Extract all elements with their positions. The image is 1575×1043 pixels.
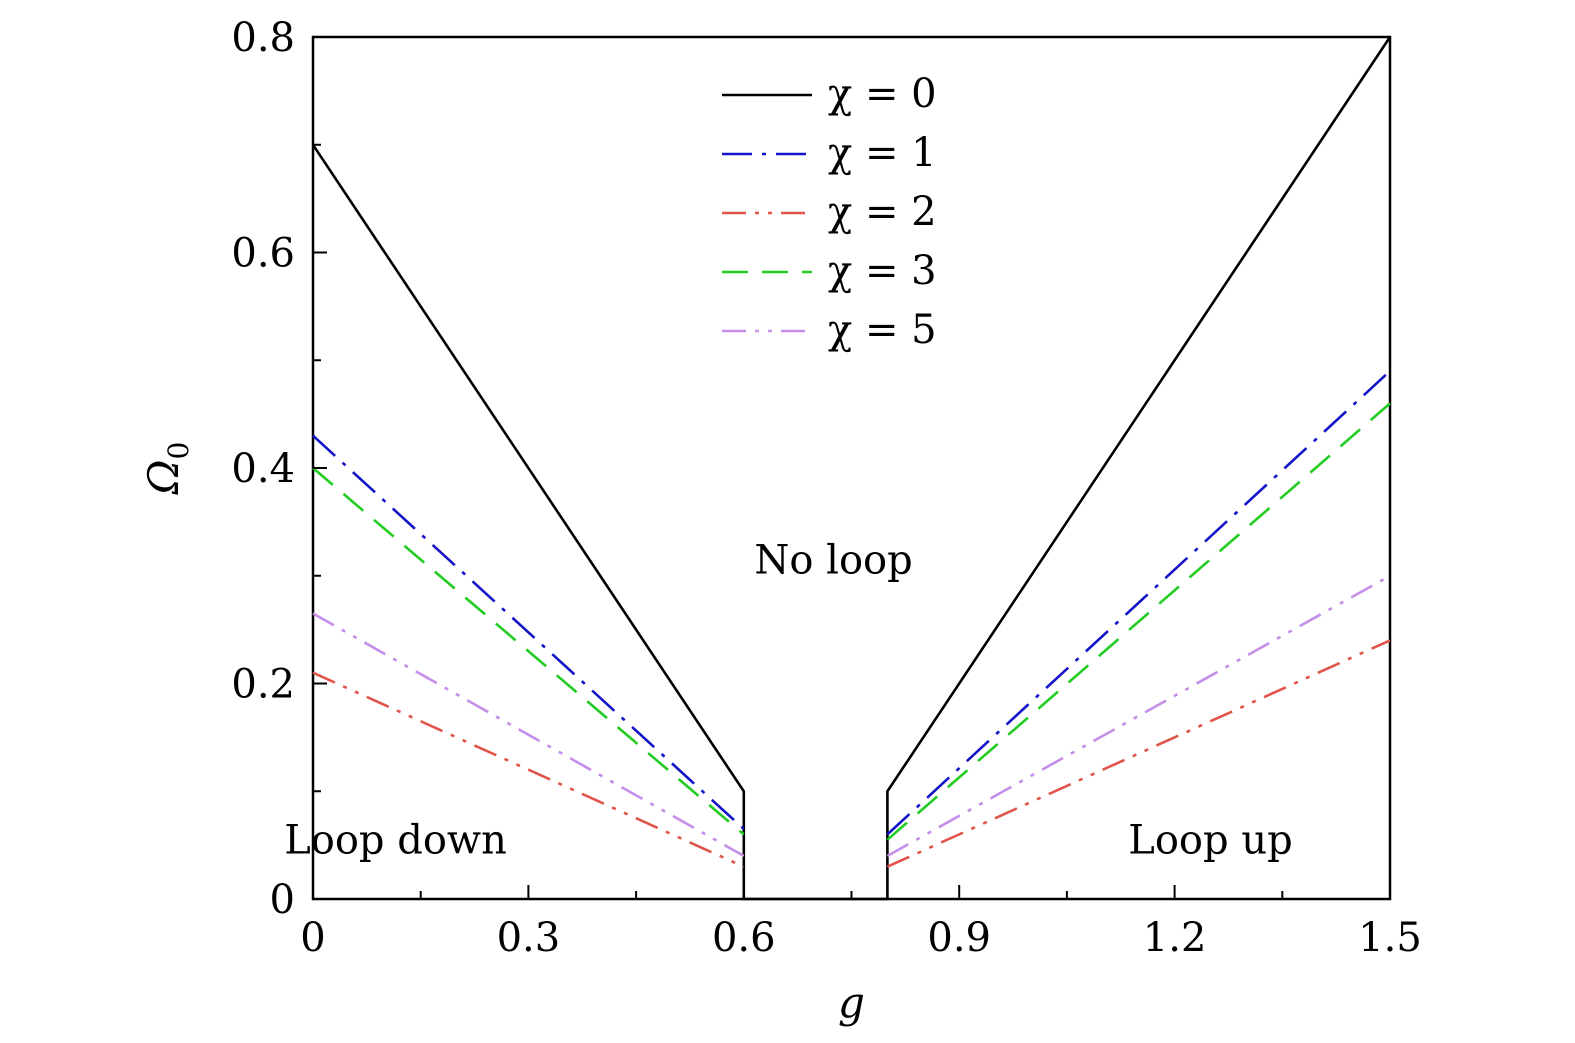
series-line-2-segment-0 (312, 671, 745, 868)
series-line-3-segment-1 (886, 402, 1391, 841)
y-axis-label: Ω0 (139, 442, 195, 496)
y-tick-label: 0.2 (231, 662, 295, 708)
series-line-3-segment-0 (312, 467, 745, 836)
axis-labels: g Ω0 (139, 442, 865, 1027)
series-line-2-segment-1 (886, 639, 1391, 868)
x-tick-label: 0 (300, 915, 325, 961)
series-line-1-segment-1 (886, 370, 1391, 836)
y-tick-label: 0.6 (231, 231, 295, 277)
annotation-layer: No loop Loop down Loop up (284, 538, 1293, 864)
y-tick-label: 0.8 (231, 15, 295, 61)
series-line-4-segment-0 (312, 612, 745, 858)
x-tick-label: 0.6 (712, 915, 776, 961)
x-tick-label: 1.5 (1358, 915, 1422, 961)
legend-label: χ = 2 (828, 189, 937, 235)
x-tick-label: 1.2 (1143, 915, 1207, 961)
legend-label: χ = 1 (828, 130, 937, 176)
x-tick-label: 0.3 (497, 915, 561, 961)
region-label: No loop (754, 538, 912, 584)
legend: χ = 0 χ = 1 χ = 2 χ = 3 χ = 5 (722, 71, 937, 353)
y-tick-label: 0 (270, 877, 295, 923)
y-axis-label-subscript: 0 (162, 442, 195, 460)
x-axis-label: g (838, 978, 865, 1027)
series-line-0-segment-0 (311, 36, 1392, 901)
y-tick-label: 0.4 (231, 446, 295, 492)
series-line-1-segment-0 (312, 434, 745, 830)
legend-label: χ = 0 (828, 71, 937, 117)
series-line-4-segment-1 (886, 574, 1391, 858)
region-label: Loop up (1128, 818, 1292, 864)
legend-label: χ = 5 (828, 307, 937, 353)
ticks-layer: 0 0.3 0.6 0.9 1.2 1.5 0 0.2 0.4 0.6 0.8 (231, 15, 1421, 961)
region-label: Loop down (284, 818, 507, 864)
x-tick-label: 0.9 (927, 915, 991, 961)
series-layer (311, 36, 1392, 901)
legend-label: χ = 3 (828, 248, 937, 294)
